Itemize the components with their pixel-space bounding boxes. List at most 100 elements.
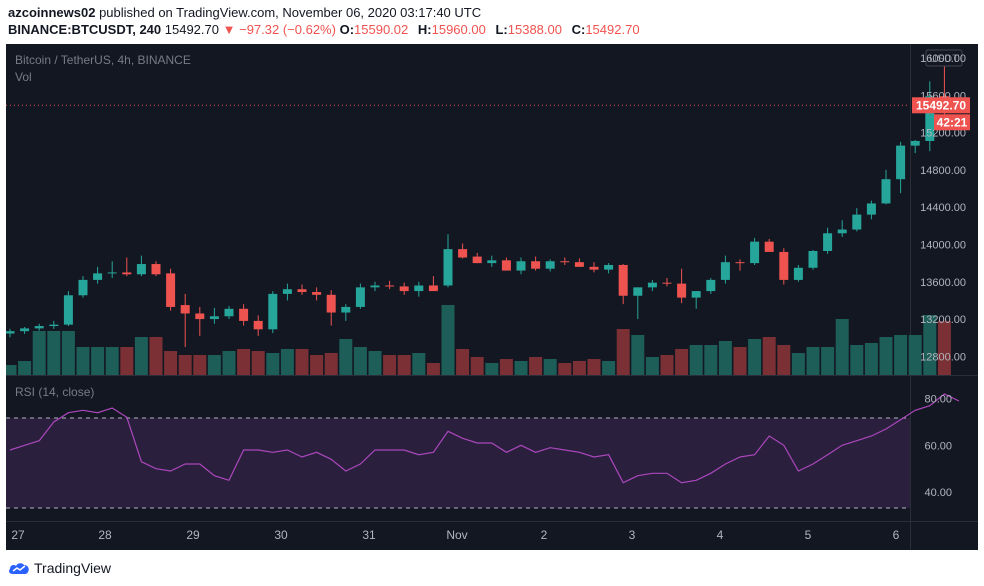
publish-line: azcoinnews02 published on TradingView.co… bbox=[8, 5, 481, 20]
candle-body bbox=[750, 241, 760, 264]
price-tick-label: 14000.00 bbox=[920, 239, 966, 251]
low-value: 15388.00 bbox=[507, 22, 562, 37]
candle-body bbox=[633, 287, 643, 296]
time-tick-label: Nov bbox=[446, 528, 467, 542]
candle-body bbox=[896, 145, 906, 180]
candle-body bbox=[472, 256, 482, 264]
currency-box[interactable] bbox=[925, 49, 963, 67]
volume-bar bbox=[835, 319, 849, 375]
rsi-axis[interactable]: 80.00 60.00 40.00 bbox=[924, 394, 952, 499]
candle-layer bbox=[5, 61, 949, 348]
candle-body bbox=[312, 292, 322, 295]
volume-bar bbox=[894, 335, 908, 375]
timer-badge-text: 42:21 bbox=[937, 115, 968, 129]
rsi-tick-label: 80.00 bbox=[924, 394, 952, 406]
volume-bar bbox=[105, 347, 119, 375]
candle-body bbox=[224, 308, 234, 317]
candle-body bbox=[691, 291, 701, 298]
volume-label: Vol bbox=[15, 70, 32, 84]
rsi-band bbox=[6, 418, 910, 508]
price-change: ▼ −97.32 (−0.62%) bbox=[222, 22, 336, 37]
volume-bar bbox=[850, 345, 864, 375]
candle-body bbox=[823, 233, 833, 251]
chart-area[interactable]: Bitcoin / TetherUS, 4h, BINANCE Vol RSI … bbox=[3, 44, 978, 550]
volume-bar bbox=[383, 355, 397, 375]
candle-body bbox=[764, 241, 774, 252]
volume-bar bbox=[207, 355, 221, 375]
symbol-line: BINANCE:BTCUSDT, 240 15492.70 ▼ −97.32 (… bbox=[8, 22, 646, 37]
volume-bar bbox=[120, 347, 134, 375]
candle-body bbox=[604, 264, 614, 270]
volume-bar bbox=[164, 351, 178, 375]
volume-bar bbox=[32, 331, 46, 375]
candle-body bbox=[268, 293, 278, 330]
candle-body bbox=[589, 266, 599, 270]
price-badge bbox=[912, 97, 970, 114]
volume-bar bbox=[645, 357, 659, 375]
candle-body bbox=[93, 273, 103, 280]
price-tick-label: 15200.00 bbox=[920, 128, 966, 140]
candle-body bbox=[662, 282, 672, 284]
volume-bar bbox=[412, 353, 426, 375]
volume-bar bbox=[937, 321, 951, 375]
price-tick-label: 13200.00 bbox=[920, 314, 966, 326]
candle-body bbox=[837, 229, 847, 234]
candle-body bbox=[531, 261, 541, 269]
candle-body bbox=[136, 264, 146, 275]
price-axis[interactable]: 16000.0015600.0015200.0014800.0014400.00… bbox=[920, 53, 966, 363]
candle-body bbox=[63, 295, 73, 325]
candle-body bbox=[399, 286, 409, 292]
author-name[interactable]: azcoinnews02 bbox=[8, 5, 96, 20]
chart-canvas[interactable]: Bitcoin / TetherUS, 4h, BINANCE Vol RSI … bbox=[3, 44, 978, 550]
timer-badge bbox=[934, 114, 970, 131]
volume-bar bbox=[61, 331, 75, 375]
candle-body bbox=[49, 324, 59, 327]
candle-body bbox=[297, 289, 307, 293]
candle-body bbox=[195, 313, 205, 320]
candle-body bbox=[910, 140, 920, 146]
candle-body bbox=[239, 308, 249, 321]
volume-bar bbox=[587, 359, 601, 375]
volume-bar bbox=[485, 363, 499, 375]
candle-body bbox=[326, 294, 336, 313]
price-tick-label: 14400.00 bbox=[920, 202, 966, 214]
volume-bar bbox=[908, 335, 922, 375]
volume-bar bbox=[864, 343, 878, 375]
volume-bar bbox=[222, 351, 236, 375]
volume-layer bbox=[3, 305, 951, 375]
volume-bar bbox=[266, 353, 280, 375]
rsi-label: RSI (14, close) bbox=[15, 385, 94, 399]
volume-bar bbox=[149, 337, 163, 375]
time-tick-label: 2 bbox=[541, 528, 548, 542]
volume-bar bbox=[791, 353, 805, 375]
volume-bar bbox=[310, 355, 324, 375]
time-axis[interactable]: 27 28 29 30 31 Nov 2 3 4 5 6 bbox=[11, 528, 899, 542]
low-label: L: bbox=[495, 22, 508, 37]
volume-bar bbox=[660, 355, 674, 375]
candle-body bbox=[808, 250, 818, 268]
volume-bar bbox=[368, 351, 382, 375]
candle-body bbox=[458, 249, 468, 258]
price-tick-label: 16000.00 bbox=[920, 53, 966, 65]
candle-body bbox=[647, 282, 657, 288]
candle-body bbox=[341, 306, 351, 313]
chart-title: Bitcoin / TetherUS, 4h, BINANCE bbox=[15, 53, 191, 67]
volume-bar bbox=[514, 361, 528, 375]
volume-bar bbox=[397, 355, 411, 375]
candle-body bbox=[282, 289, 292, 294]
candle-body bbox=[5, 331, 15, 334]
volume-bar bbox=[134, 337, 148, 375]
volume-bar bbox=[237, 349, 251, 375]
candle-body bbox=[574, 262, 584, 267]
volume-bar bbox=[47, 331, 61, 375]
close-label: C: bbox=[571, 22, 586, 37]
candle-body bbox=[735, 262, 745, 264]
tradingview-logo[interactable]: TradingView bbox=[8, 560, 111, 576]
volume-bar bbox=[470, 357, 484, 375]
volume-bar bbox=[616, 329, 630, 375]
candle-body bbox=[560, 261, 570, 263]
high-value: 15960.00 bbox=[431, 22, 486, 37]
candle-body bbox=[866, 203, 876, 215]
volume-bar bbox=[353, 347, 367, 375]
price-badge-text: 15492.70 bbox=[916, 98, 966, 112]
